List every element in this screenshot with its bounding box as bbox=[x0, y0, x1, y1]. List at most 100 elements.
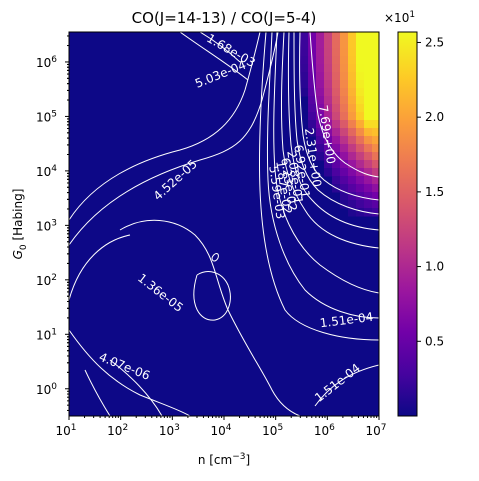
heatmap-cell bbox=[340, 104, 349, 113]
contour-line bbox=[266, 32, 379, 319]
colorbar-tick-label: 2.5 bbox=[425, 35, 444, 49]
heatmap-cell bbox=[356, 48, 365, 57]
heatmap-cell bbox=[372, 160, 379, 169]
colorbar-tick-label: 1.0 bbox=[425, 260, 444, 274]
heatmap-cell bbox=[356, 72, 365, 81]
heatmap-cell bbox=[356, 168, 365, 177]
contour-line bbox=[280, 32, 379, 249]
contour-line bbox=[69, 32, 261, 221]
heatmap-cell bbox=[300, 88, 309, 97]
heatmap-cell bbox=[348, 96, 357, 105]
heatmap-cell bbox=[300, 40, 309, 49]
heatmap-cell bbox=[324, 168, 333, 177]
contour-line bbox=[69, 329, 191, 416]
heatmap-cell bbox=[348, 192, 357, 201]
heatmap-cell bbox=[332, 152, 341, 161]
heatmap-cell bbox=[324, 136, 333, 145]
x-tick-label: 102 bbox=[107, 423, 128, 438]
heatmap-cell bbox=[364, 48, 373, 57]
heatmap-cell bbox=[340, 120, 349, 129]
heatmap-cell bbox=[364, 176, 373, 185]
y-tick-label: 104 bbox=[36, 164, 57, 179]
heatmap-cell bbox=[356, 88, 365, 97]
heatmap-cell bbox=[316, 88, 325, 97]
y-tick-label: 105 bbox=[36, 109, 57, 124]
heatmap-cell bbox=[316, 96, 325, 105]
heatmap-cell bbox=[364, 112, 373, 121]
heatmap-cell bbox=[308, 40, 317, 49]
heatmap-cell bbox=[356, 192, 365, 201]
heatmap-cell bbox=[356, 200, 365, 209]
heatmap-cell bbox=[308, 72, 317, 81]
heatmap-cell bbox=[316, 128, 325, 137]
contour-line bbox=[314, 364, 379, 407]
heatmap-cell bbox=[372, 152, 379, 161]
y-tick-label: 101 bbox=[36, 327, 57, 342]
heatmap-cell bbox=[316, 32, 325, 41]
contour-line bbox=[309, 32, 379, 178]
heatmap-cell bbox=[364, 184, 373, 193]
heatmap-cell bbox=[348, 48, 357, 57]
heatmap-cell bbox=[372, 88, 379, 97]
contour-lines bbox=[69, 32, 379, 416]
contour-line bbox=[273, 32, 379, 294]
x-tick-label: 107 bbox=[365, 423, 386, 438]
heatmap-cell bbox=[340, 40, 349, 49]
contour-line bbox=[299, 32, 379, 201]
heatmap-cell bbox=[308, 96, 317, 105]
heatmap-cell bbox=[316, 64, 325, 73]
heatmap-cell bbox=[340, 56, 349, 65]
heatmap-cell bbox=[356, 176, 365, 185]
heatmap-cell bbox=[332, 88, 341, 97]
contour-line bbox=[69, 234, 131, 301]
heatmap-cell bbox=[372, 176, 379, 185]
heatmap-cell bbox=[308, 88, 317, 97]
heatmap-cell bbox=[364, 200, 373, 209]
heatmap-cell bbox=[356, 64, 365, 73]
colorbar-tick-label: 2.0 bbox=[425, 110, 444, 124]
heatmap-cell bbox=[340, 48, 349, 57]
heatmap-cell bbox=[348, 128, 357, 137]
heatmap-cell bbox=[364, 128, 373, 137]
heatmap-cell bbox=[348, 104, 357, 113]
heatmap-cell bbox=[372, 208, 379, 217]
heatmap-cell bbox=[372, 168, 379, 177]
heatmap-cell bbox=[324, 128, 333, 137]
heatmap-cell bbox=[340, 64, 349, 73]
heatmap-cell bbox=[332, 136, 341, 145]
heatmap-cell bbox=[364, 56, 373, 65]
heatmap-cell bbox=[372, 192, 379, 201]
heatmap-cell bbox=[348, 80, 357, 89]
heatmap-cell bbox=[316, 40, 325, 49]
heatmap-cell bbox=[340, 200, 349, 209]
heatmap-cell bbox=[300, 48, 309, 57]
heatmap-cell bbox=[324, 56, 333, 65]
heatmap-cell bbox=[356, 208, 365, 217]
heatmap-cell bbox=[324, 160, 333, 169]
heatmap-cell bbox=[308, 104, 317, 113]
heatmap-cell bbox=[348, 168, 357, 177]
heatmap-cell bbox=[372, 48, 379, 57]
heatmap-cell bbox=[316, 136, 325, 145]
heatmap-cell bbox=[308, 120, 317, 129]
heatmap-cell bbox=[364, 64, 373, 73]
heatmap-cell bbox=[308, 48, 317, 57]
heatmap-cell bbox=[364, 136, 373, 145]
heatmap-cell bbox=[356, 56, 365, 65]
heatmap-cell bbox=[356, 128, 365, 137]
heatmap-cell bbox=[332, 48, 341, 57]
heatmap-cell bbox=[340, 176, 349, 185]
chart-title: CO(J=14-13) / CO(J=5-4) bbox=[132, 9, 317, 27]
x-axis-label: n [cm−3] bbox=[198, 452, 250, 467]
heatmap-cell bbox=[316, 144, 325, 153]
heatmap-cell bbox=[348, 112, 357, 121]
x-tick-label: 106 bbox=[314, 423, 335, 438]
heatmap-cell bbox=[372, 72, 379, 81]
heatmap-cell bbox=[324, 104, 333, 113]
heatmap-cell bbox=[372, 40, 379, 49]
heatmap-cell bbox=[300, 32, 309, 41]
heatmap-cell bbox=[340, 128, 349, 137]
heatmap-cell bbox=[348, 208, 357, 217]
heatmap-cell bbox=[324, 152, 333, 161]
heatmap-cell bbox=[356, 136, 365, 145]
